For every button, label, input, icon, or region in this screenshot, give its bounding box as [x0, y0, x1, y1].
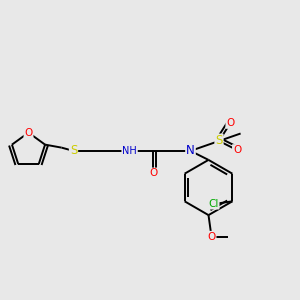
Text: S: S [215, 134, 223, 148]
Text: O: O [149, 168, 157, 178]
Text: NH: NH [122, 146, 137, 156]
Text: Cl: Cl [208, 199, 219, 209]
Text: O: O [24, 128, 33, 138]
Text: O: O [226, 118, 235, 128]
Text: S: S [70, 144, 77, 158]
Text: N: N [186, 144, 195, 158]
Text: O: O [207, 232, 216, 242]
Text: O: O [233, 145, 241, 155]
